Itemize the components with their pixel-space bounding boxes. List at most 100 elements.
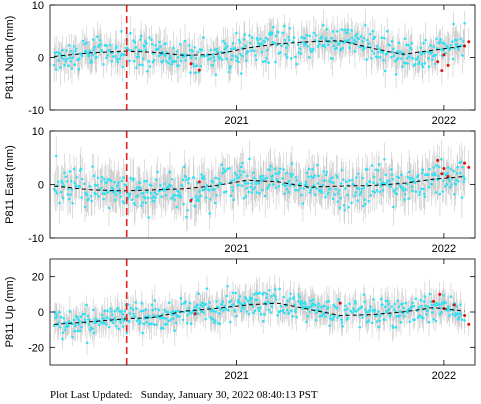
data-point	[292, 297, 295, 300]
data-point	[363, 300, 366, 304]
data-point	[451, 57, 455, 61]
data-point	[85, 41, 88, 45]
data-point	[269, 311, 272, 314]
data-point	[287, 179, 291, 183]
data-point	[169, 56, 172, 60]
data-point	[280, 44, 283, 48]
data-point	[437, 302, 441, 306]
data-point	[270, 295, 273, 298]
data-point	[438, 192, 442, 196]
data-point	[72, 167, 76, 171]
data-point	[65, 57, 69, 61]
data-point	[446, 171, 449, 175]
data-point	[208, 301, 212, 304]
data-point	[231, 189, 235, 192]
data-point	[180, 184, 184, 188]
data-point	[198, 48, 202, 51]
data-point	[69, 49, 73, 53]
data-point	[291, 315, 294, 318]
data-point	[416, 55, 420, 59]
data-point	[365, 182, 368, 186]
data-point	[357, 308, 360, 311]
data-point	[383, 318, 386, 322]
data-point	[235, 31, 238, 35]
data-point	[435, 164, 438, 167]
data-point	[194, 205, 197, 208]
data-point	[338, 206, 342, 209]
data-point	[232, 198, 235, 202]
data-point	[226, 284, 229, 288]
data-point	[284, 184, 288, 187]
data-point	[218, 312, 221, 315]
data-point	[150, 322, 153, 326]
error-bars	[53, 9, 470, 91]
data-point	[138, 319, 142, 323]
data-point	[420, 62, 424, 66]
data-point	[422, 316, 425, 320]
data-point	[419, 299, 423, 302]
data-point	[350, 178, 354, 182]
data-point	[301, 40, 305, 44]
data-point	[72, 318, 76, 322]
data-point	[292, 36, 296, 39]
data-point	[148, 322, 151, 326]
data-point	[104, 322, 108, 326]
data-point	[299, 182, 303, 185]
outlier-point	[436, 158, 440, 162]
data-point	[109, 307, 112, 310]
data-point	[185, 215, 188, 219]
data-point	[137, 48, 141, 52]
data-point	[239, 165, 243, 169]
data-point	[362, 36, 366, 40]
data-point	[331, 197, 335, 200]
data-point	[63, 328, 67, 332]
data-point	[92, 331, 96, 335]
outlier-point	[338, 301, 342, 305]
data-point	[405, 43, 408, 47]
data-point	[88, 318, 92, 322]
data-point	[154, 178, 158, 182]
data-point	[305, 34, 309, 37]
data-point	[192, 64, 196, 68]
data-point	[63, 64, 66, 67]
data-point	[442, 294, 445, 297]
data-point	[289, 57, 293, 60]
data-point	[199, 303, 203, 307]
data-point	[220, 302, 224, 306]
data-point	[268, 288, 271, 292]
data-point	[118, 57, 122, 61]
data-point	[397, 176, 401, 180]
data-point	[141, 331, 144, 335]
data-point	[235, 314, 238, 318]
data-point	[385, 52, 388, 56]
data-point	[408, 320, 412, 323]
data-point	[147, 314, 151, 318]
data-point	[214, 73, 218, 77]
data-point	[205, 287, 209, 290]
data-point	[58, 201, 61, 205]
data-point	[307, 167, 311, 171]
data-point	[274, 60, 277, 64]
data-point	[346, 316, 350, 320]
data-point	[78, 329, 82, 333]
data-point	[407, 197, 410, 200]
data-point	[344, 180, 348, 184]
data-point	[250, 191, 254, 194]
data-point	[431, 173, 434, 177]
data-point	[226, 44, 229, 48]
data-point	[251, 305, 255, 308]
data-point	[122, 325, 125, 328]
data-point	[273, 41, 277, 45]
data-point	[272, 183, 275, 186]
data-point	[136, 194, 140, 198]
data-point	[377, 163, 381, 166]
data-point	[204, 317, 207, 321]
data-point	[427, 173, 430, 176]
outlier-point	[436, 60, 440, 64]
data-point	[103, 309, 107, 313]
data-point	[200, 301, 204, 304]
data-point	[370, 57, 373, 60]
data-point	[74, 47, 78, 51]
data-point	[449, 44, 453, 47]
data-point	[430, 51, 434, 54]
